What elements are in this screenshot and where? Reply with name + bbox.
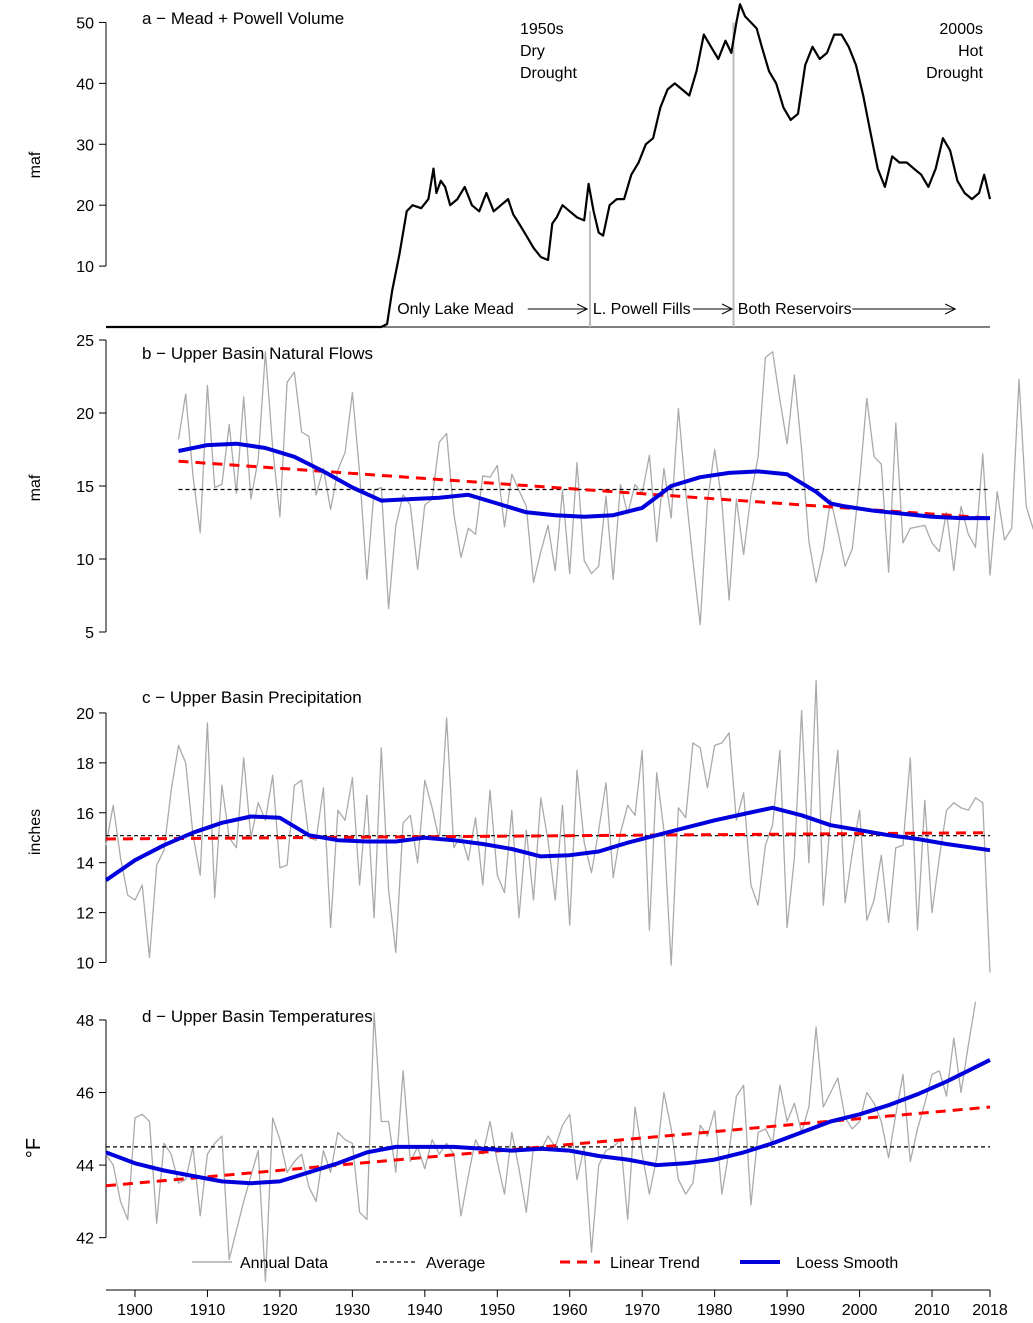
annotation-line: Hot: [958, 43, 983, 60]
legend-label-trend: Linear Trend: [610, 1255, 700, 1272]
panel-a-annotations: 1950s Dry Drought 2000s Hot Drought: [520, 21, 984, 82]
panel-c: 10 12 14 16 18 20 c − Upper Basin Precipitati…: [27, 679, 991, 973]
series-loess: [104, 805, 991, 882]
panel-a-series: [106, 3, 992, 329]
period-arrowhead: [944, 303, 957, 315]
y-tick-label: 10: [76, 552, 94, 569]
panel-d-ylabel: °F: [23, 1138, 45, 1158]
period-label: Only Lake Mead: [397, 301, 514, 318]
y-tick-label: 25: [76, 333, 94, 350]
panel-c-series: [104, 679, 991, 973]
series-volume: [106, 3, 992, 329]
legend-label-annual: Annual Data: [240, 1255, 328, 1272]
panel-a-period-lines: Only Lake Mead L. Powell Fills Both Reserv…: [397, 22, 957, 327]
y-tick-label: 46: [76, 1086, 94, 1103]
legend: Annual Data Average Linear Trend Loess S…: [192, 1255, 898, 1272]
y-tick-label: 50: [76, 15, 94, 32]
annotation-line: Dry: [520, 43, 545, 60]
panel-a-title: a − Mead + Powell Volume: [142, 9, 344, 28]
period-label: L. Powell Fills: [593, 301, 691, 318]
x-tick-label: 1930: [335, 1302, 371, 1319]
x-tick-label: 1950: [479, 1302, 515, 1319]
panel-b-axes: 5 10 15 20 25: [76, 333, 107, 642]
panel-a-axes: 10 20 30 40 50: [76, 15, 990, 328]
y-tick-label: 12: [76, 906, 94, 923]
x-axis: 1900 1910 1920 1930 1940 1950 1960 1970 1980 1990…: [106, 1289, 1008, 1319]
y-tick-label: 5: [85, 625, 94, 642]
panel-a-ylabel: maf: [27, 151, 44, 178]
y-tick-label: 20: [76, 406, 94, 423]
panel-d-series: [105, 1001, 991, 1282]
panel-d-axes: 42 44 46 48: [76, 1013, 107, 1248]
period-arrowhead: [721, 303, 734, 315]
y-tick-label: 42: [76, 1231, 94, 1248]
x-tick-label: 1990: [769, 1302, 805, 1319]
series-trend: [105, 831, 991, 841]
annotation-line: 1950s: [520, 21, 564, 38]
series-annual: [177, 351, 1033, 626]
x-tick-label: 2010: [914, 1302, 950, 1319]
y-tick-label: 14: [76, 856, 94, 873]
y-tick-label: 20: [76, 706, 94, 723]
x-tick-label: 1980: [697, 1302, 733, 1319]
annotation-line: 2000s: [939, 21, 983, 38]
x-tick-label: 2000: [842, 1302, 878, 1319]
panel-c-ylabel: inches: [27, 809, 44, 855]
y-tick-label: 30: [76, 137, 94, 154]
x-tick-label: 1970: [624, 1302, 660, 1319]
series-annual: [105, 679, 991, 973]
series-loess: [105, 1058, 991, 1186]
y-tick-label: 20: [76, 198, 94, 215]
y-tick-label: 15: [76, 479, 94, 496]
y-tick-label: 48: [76, 1013, 94, 1030]
series-annual: [105, 1001, 977, 1282]
panel-c-axes: 10 12 14 16 18 20: [76, 706, 107, 973]
annotation-line: Drought: [520, 65, 577, 82]
x-tick-label: 2018: [972, 1302, 1008, 1319]
legend-label-average: Average: [426, 1255, 485, 1272]
y-tick-label: 10: [76, 259, 94, 276]
panel-b-ylabel: maf: [27, 474, 44, 501]
annotation-line: Drought: [926, 65, 983, 82]
panel-b-series: [177, 351, 1033, 626]
x-tick-label: 1910: [190, 1302, 226, 1319]
panel-d-title: d − Upper Basin Temperatures: [142, 1007, 373, 1026]
y-tick-label: 10: [76, 956, 94, 973]
x-tick-label: 1920: [262, 1302, 298, 1319]
panel-d: 42 44 46 48 d − Upper Basin Temperatures °F…: [23, 1001, 1008, 1319]
series-loess: [178, 441, 990, 521]
panel-a: 10 20 30 40 50 Only Lake Mead L. Powell Fills…: [27, 3, 992, 329]
x-tick-label: 1940: [407, 1302, 443, 1319]
x-tick-label: 1960: [552, 1302, 588, 1319]
y-tick-label: 44: [76, 1158, 94, 1175]
y-tick-label: 40: [76, 76, 94, 93]
legend-label-loess: Loess Smooth: [796, 1255, 898, 1272]
panel-b-title: b − Upper Basin Natural Flows: [142, 344, 373, 363]
period-arrowhead: [576, 303, 589, 315]
y-tick-label: 18: [76, 756, 94, 773]
period-label: Both Reservoirs: [738, 301, 852, 318]
panel-c-title: c − Upper Basin Precipitation: [142, 688, 362, 707]
y-tick-label: 16: [76, 806, 94, 823]
x-tick-label: 1900: [117, 1302, 153, 1319]
